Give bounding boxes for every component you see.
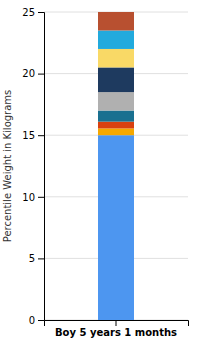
y-tick: 10 <box>22 192 44 203</box>
y-tick-mark <box>38 12 44 13</box>
y-axis-title: Percentile Weight in Kilograms <box>2 90 13 243</box>
x-axis: Boy 5 years 1 months <box>45 320 189 338</box>
y-tick-label: 20 <box>22 68 35 79</box>
x-tick-label: Boy 5 years 1 months <box>55 327 177 338</box>
bar-segment <box>98 111 134 122</box>
bar-series <box>98 128 134 135</box>
y-tick-label: 0 <box>29 315 35 326</box>
y-tick-label: 10 <box>22 192 35 203</box>
x-tick: Boy 5 years 1 months <box>55 320 177 338</box>
bar-series <box>98 92 134 110</box>
bar-series <box>98 111 134 122</box>
y-tick: 5 <box>29 253 44 264</box>
bar-series <box>98 135 134 320</box>
y-axis: 0 5 10 15 20 25 <box>22 7 44 326</box>
bar-series <box>98 12 134 30</box>
bar-series <box>98 122 134 129</box>
bar-segment <box>98 30 134 48</box>
bar-segment <box>98 49 134 67</box>
y-tick: 0 <box>29 315 44 326</box>
y-tick-mark <box>38 320 44 321</box>
bar-segment <box>98 12 134 30</box>
y-tick-label: 25 <box>22 7 35 18</box>
bar-series <box>98 67 134 92</box>
grid <box>44 12 188 320</box>
plot: 0 5 10 15 20 25 Boy 5 years 1 months Percentile… <box>2 7 189 338</box>
chart-container: 0 5 10 15 20 25 Boy 5 years 1 months Percentile… <box>0 0 200 350</box>
y-tick-mark <box>38 258 44 259</box>
chart-svg: 0 5 10 15 20 25 Boy 5 years 1 months Percentile… <box>0 0 200 350</box>
y-axis-line <box>38 13 45 321</box>
bar-segment <box>98 122 134 129</box>
x-tick-mark <box>116 320 117 326</box>
bar-segment <box>98 92 134 110</box>
y-tick-mark <box>38 197 44 198</box>
y-tick: 15 <box>22 130 44 141</box>
y-tick-label: 15 <box>22 130 35 141</box>
y-tick-label: 5 <box>29 253 35 264</box>
y-tick-mark <box>38 74 44 75</box>
bar-series <box>98 30 134 48</box>
x-axis-line <box>45 321 189 327</box>
bar-segment <box>98 128 134 135</box>
bar-series <box>98 49 134 67</box>
bar-segment <box>98 67 134 92</box>
y-tick: 20 <box>22 68 44 79</box>
bar-segment <box>98 135 134 320</box>
y-tick-mark <box>38 135 44 136</box>
bars <box>98 12 134 320</box>
y-tick: 25 <box>22 7 44 18</box>
